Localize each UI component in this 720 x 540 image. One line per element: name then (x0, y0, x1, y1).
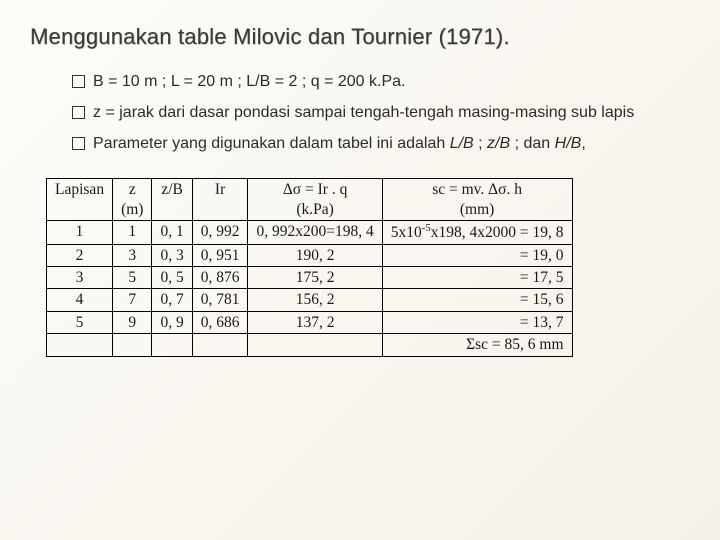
col-zb: z/B (152, 179, 192, 221)
cell: 9 (113, 311, 152, 333)
cell-sum: Σsc = 85, 6 mm (382, 334, 572, 356)
col-sc-b: (mm) (460, 201, 494, 218)
col-dsigma: Δσ = Ir . q (k.Pa) (248, 179, 382, 221)
bullet-3: Parameter yang digunakan dalam tabel ini… (72, 134, 692, 155)
cell (192, 334, 248, 356)
cell: = 13, 7 (382, 311, 572, 333)
cell: 0, 992x200=198, 4 (248, 221, 382, 245)
table-row: 2 3 0, 3 0, 951 190, 2 = 19, 0 (47, 244, 573, 266)
cell: = 17, 5 (382, 267, 572, 289)
table-sum-row: Σsc = 85, 6 mm (47, 334, 573, 356)
col-z-b: (m) (121, 201, 143, 218)
cell: 1 (47, 221, 113, 245)
slide-title: Menggunakan table Milovic dan Tournier (… (30, 24, 692, 50)
cell: 0, 951 (192, 244, 248, 266)
cell: 5 (47, 311, 113, 333)
col-dsigma-a: Δσ = Ir . q (283, 181, 348, 198)
col-ir: Ir (192, 179, 248, 221)
cell: 175, 2 (248, 267, 382, 289)
col-lapisan: Lapisan (47, 179, 113, 221)
cell: 0, 3 (152, 244, 192, 266)
col-sc-a: sc = mv. Δσ. h (432, 181, 522, 198)
table-row: 1 1 0, 1 0, 992 0, 992x200=198, 4 5x10-5… (47, 221, 573, 245)
col-sc: sc = mv. Δσ. h (mm) (382, 179, 572, 221)
cell: 0, 686 (192, 311, 248, 333)
checkbox-icon (72, 137, 85, 150)
bullet-3-i2: z/B (487, 135, 510, 152)
table-row: 5 9 0, 9 0, 686 137, 2 = 13, 7 (47, 311, 573, 333)
cell: 190, 2 (248, 244, 382, 266)
cell: 5x10-5x198, 4x2000 = 19, 8 (382, 221, 572, 245)
col-z-a: z (129, 181, 136, 198)
bullet-3-i3: H/B (555, 135, 582, 152)
cell-part: 5x10 (391, 224, 422, 241)
cell: 0, 781 (192, 289, 248, 311)
bullet-2-text: z = jarak dari dasar pondasi sampai teng… (93, 103, 634, 124)
cell: 1 (113, 221, 152, 245)
cell (113, 334, 152, 356)
bullet-2: z = jarak dari dasar pondasi sampai teng… (72, 103, 692, 124)
cell: 3 (47, 267, 113, 289)
bullet-1: B = 10 m ; L = 20 m ; L/B = 2 ; q = 200 … (72, 72, 692, 93)
cell-part: x198, 4x2000 = 19, 8 (431, 224, 564, 241)
checkbox-icon (72, 75, 85, 88)
cell: 0, 5 (152, 267, 192, 289)
cell: 0, 7 (152, 289, 192, 311)
cell: 0, 876 (192, 267, 248, 289)
cell: 0, 9 (152, 311, 192, 333)
cell (248, 334, 382, 356)
cell: 4 (47, 289, 113, 311)
table-row: 3 5 0, 5 0, 876 175, 2 = 17, 5 (47, 267, 573, 289)
bullet-3-text: Parameter yang digunakan dalam tabel ini… (93, 134, 586, 155)
cell: 7 (113, 289, 152, 311)
bullet-3a: Parameter yang digunakan dalam tabel ini… (93, 135, 450, 152)
bullet-1-text: B = 10 m ; L = 20 m ; L/B = 2 ; q = 200 … (93, 72, 405, 93)
checkbox-icon (72, 106, 85, 119)
cell: 2 (47, 244, 113, 266)
bullet-3d: , (581, 135, 585, 152)
cell (47, 334, 113, 356)
table-row: 4 7 0, 7 0, 781 156, 2 = 15, 6 (47, 289, 573, 311)
superscript: -5 (422, 222, 431, 234)
data-table: Lapisan z (m) z/B Ir Δσ = Ir . q (k.Pa) … (46, 178, 573, 356)
col-z: z (m) (113, 179, 152, 221)
bullet-list: B = 10 m ; L = 20 m ; L/B = 2 ; q = 200 … (72, 72, 692, 154)
cell: 3 (113, 244, 152, 266)
bullet-3b: ; (474, 135, 487, 152)
table-header-row: Lapisan z (m) z/B Ir Δσ = Ir . q (k.Pa) … (47, 179, 573, 221)
cell: 156, 2 (248, 289, 382, 311)
cell: 137, 2 (248, 311, 382, 333)
cell: 0, 1 (152, 221, 192, 245)
cell: = 19, 0 (382, 244, 572, 266)
col-dsigma-b: (k.Pa) (296, 201, 333, 218)
cell: 0, 992 (192, 221, 248, 245)
bullet-3-i1: L/B (450, 135, 474, 152)
cell: 5 (113, 267, 152, 289)
bullet-3c: ; dan (510, 135, 554, 152)
cell (152, 334, 192, 356)
cell: = 15, 6 (382, 289, 572, 311)
